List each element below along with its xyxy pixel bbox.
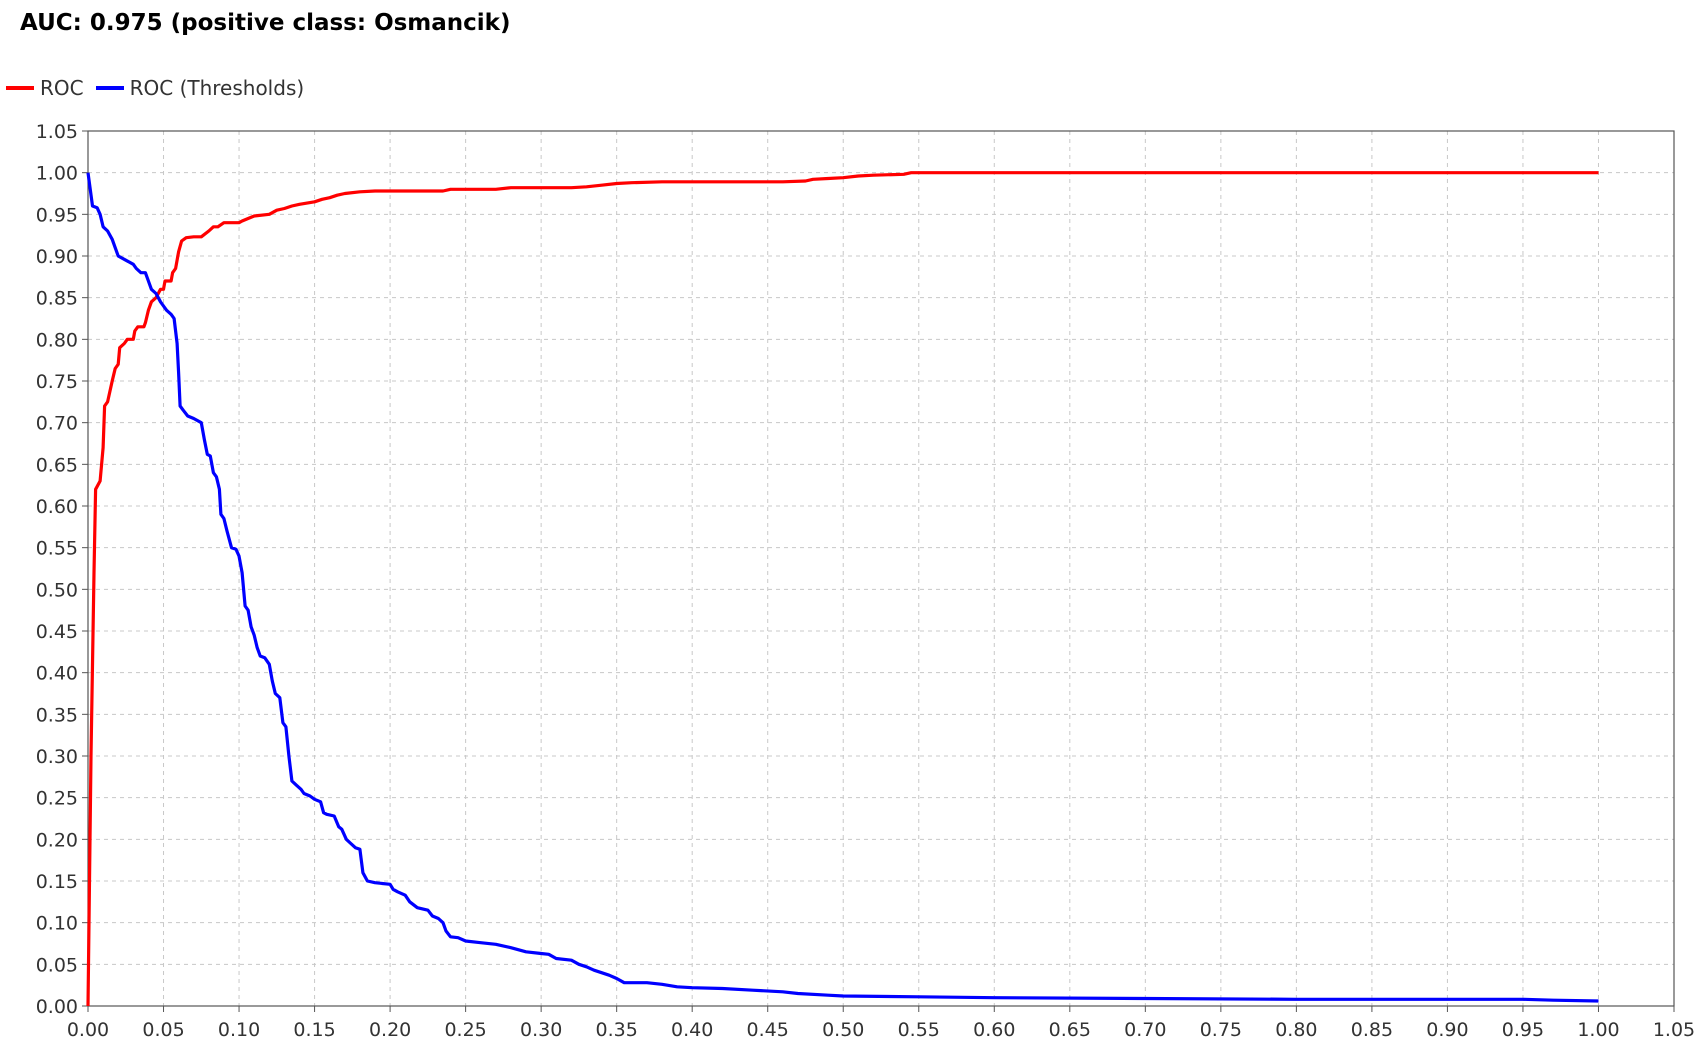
y-tick-label: 0.75: [36, 371, 78, 393]
y-tick-label: 0.40: [36, 663, 78, 685]
y-tick-label: 0.05: [36, 954, 78, 976]
x-tick-label: 0.55: [898, 1019, 940, 1041]
legend-label-roc-thresholds: ROC (Thresholds): [129, 76, 305, 100]
y-tick-label: 0.50: [36, 579, 78, 601]
plot-area: [88, 131, 1674, 1006]
x-tick-label: 1.00: [1577, 1019, 1619, 1041]
y-tick-label: 0.15: [36, 871, 78, 893]
legend-swatch-roc-thresholds: [95, 86, 124, 90]
x-tick-label: 0.85: [1351, 1019, 1393, 1041]
chart-title: AUC: 0.975 (positive class: Osmancik): [20, 10, 511, 36]
x-tick-label: 0.70: [1124, 1019, 1166, 1041]
y-tick-label: 1.05: [36, 121, 78, 143]
x-tick-label: 0.25: [444, 1019, 486, 1041]
y-tick-label: 0.70: [36, 413, 78, 435]
x-tick-label: 0.10: [218, 1019, 260, 1041]
x-tick-label: 0.65: [1049, 1019, 1091, 1041]
x-tick-label: 0.90: [1426, 1019, 1468, 1041]
x-tick-label: 0.45: [747, 1019, 789, 1041]
y-tick-label: 0.65: [36, 454, 78, 476]
x-tick-label: 0.15: [293, 1019, 335, 1041]
x-tick-label: 0.80: [1275, 1019, 1317, 1041]
legend-label-roc: ROC: [40, 76, 84, 100]
plot-border: [87, 130, 1675, 1007]
legend-item-roc-thresholds: ROC (Thresholds): [95, 76, 305, 100]
x-tick-label: 1.05: [1653, 1019, 1695, 1041]
chart-legend: ROC ROC (Thresholds): [6, 76, 316, 100]
y-tick-label: 0.85: [36, 288, 78, 310]
series-line-roc-thresholds: [86, 172, 1599, 1003]
x-tick-label: 0.20: [369, 1019, 411, 1041]
y-tick-label: 0.60: [36, 496, 78, 518]
y-tick-label: 0.35: [36, 704, 78, 726]
y-tick-label: 0.20: [36, 829, 78, 851]
x-tick-label: 0.75: [1200, 1019, 1242, 1041]
y-tick-label: 0.10: [36, 913, 78, 935]
y-tick-label: 0.30: [36, 746, 78, 768]
y-tick-label: 0.45: [36, 621, 78, 643]
legend-item-roc: ROC: [6, 76, 84, 100]
y-tick-label: 0.55: [36, 538, 78, 560]
x-tick-label: 0.50: [822, 1019, 864, 1041]
y-tick-label: 0.80: [36, 329, 78, 351]
x-tick-label: 0.05: [142, 1019, 184, 1041]
y-tick-label: 0.00: [36, 996, 78, 1018]
x-tick-label: 0.00: [67, 1019, 109, 1041]
y-tick-label: 0.90: [36, 246, 78, 268]
legend-swatch-roc: [6, 86, 34, 90]
x-tick-label: 0.95: [1502, 1019, 1544, 1041]
y-tick-label: 1.00: [36, 163, 78, 185]
x-tick-label: 0.40: [671, 1019, 713, 1041]
y-tick-label: 0.25: [36, 788, 78, 810]
x-tick-label: 0.30: [520, 1019, 562, 1041]
series-line-roc: [86, 171, 1599, 1007]
x-tick-label: 0.60: [973, 1019, 1015, 1041]
x-tick-label: 0.35: [596, 1019, 638, 1041]
y-tick-label: 0.95: [36, 204, 78, 226]
